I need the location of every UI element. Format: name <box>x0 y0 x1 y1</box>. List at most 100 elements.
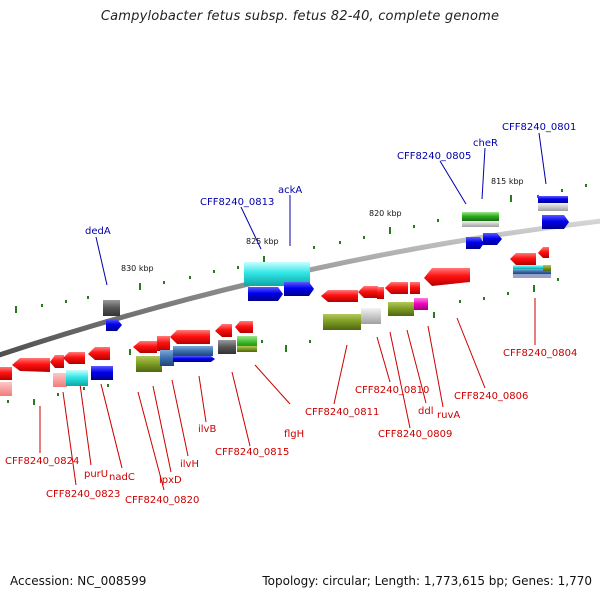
gene-arrow-forward <box>248 287 283 301</box>
gene-block <box>323 314 361 330</box>
gene-label: CFF8240_0809 <box>378 429 452 440</box>
gene-label: purU <box>84 469 108 480</box>
gene-block <box>538 203 568 211</box>
leader-line <box>198 375 207 423</box>
gene-block <box>543 265 551 271</box>
gene-block <box>91 366 113 380</box>
leader-line <box>456 317 486 389</box>
gene-arrow-reverse <box>63 352 85 364</box>
gene-block <box>218 340 236 354</box>
gene-arrow-reverse <box>170 330 210 344</box>
gene-arrow-forward <box>466 237 484 249</box>
topology-text: Topology: circular; Length: 1,773,615 bp… <box>262 574 592 588</box>
gene-block <box>53 373 67 387</box>
gene-arrow-reverse <box>0 367 12 380</box>
gene-block <box>0 382 12 396</box>
gene-arrow-reverse <box>385 282 408 294</box>
gene-arrow-forward <box>173 356 215 362</box>
kbp-label: 830 kbp <box>121 264 154 273</box>
gene-label: ruvA <box>437 410 460 421</box>
gene-label: CFF8240_0801 <box>502 122 576 133</box>
leader-line <box>376 336 391 383</box>
gene-label: CFF8240_0815 <box>215 447 289 458</box>
gene-label: CFF8240_0820 <box>125 495 199 506</box>
leader-line <box>171 379 189 457</box>
gene-arrow-reverse <box>88 347 110 360</box>
kbp-labels: 830 kbp 825 kbp 820 kbp 815 kbp <box>121 177 524 273</box>
leader-line <box>427 325 444 408</box>
gene-arrow-reverse <box>50 355 64 368</box>
kbp-label: 825 kbp <box>246 237 279 246</box>
leader-line <box>79 383 92 466</box>
leader-line <box>95 236 108 286</box>
gene-block <box>237 346 257 352</box>
gene-arrow-reverse <box>133 341 157 353</box>
top-gene-labels: dedA CFF8240_0813 ackA CFF8240_0805 cheR… <box>85 122 576 237</box>
bottom-gene-labels: CFF8240_0824 CFF8240_0823 purU nadC CFF8… <box>5 348 577 506</box>
leader-line <box>62 391 77 486</box>
gene-arrow-reverse <box>358 286 378 298</box>
leader-line <box>439 160 467 205</box>
gene-block <box>173 346 213 356</box>
leader-line <box>389 331 411 429</box>
leader-line <box>481 147 486 200</box>
leader-line <box>240 206 262 250</box>
gene-block <box>414 298 428 310</box>
kbp-label: 820 kbp <box>369 209 402 218</box>
gene-arrow-forward <box>542 215 569 229</box>
gene-label: ilvB <box>198 424 216 435</box>
gene-label: CFF8240_0823 <box>46 489 120 500</box>
gene-arrow-forward <box>284 282 314 296</box>
gene-block <box>538 196 568 203</box>
gene-block <box>513 274 551 278</box>
gene-block <box>513 265 551 269</box>
gene-label: CFF8240_0806 <box>454 391 528 402</box>
gene-label: flgH <box>284 429 304 440</box>
gene-arrow-reverse <box>424 268 470 286</box>
kbp-label: 815 kbp <box>491 177 524 186</box>
gene-label: lpxD <box>159 475 182 486</box>
bottom-leader-lines <box>39 298 536 491</box>
gene-label: CFF8240_0810 <box>355 385 429 396</box>
leader-line <box>406 329 427 404</box>
leader-line <box>231 371 251 447</box>
gene-arrow-reverse <box>215 324 232 337</box>
gene-block <box>103 300 120 316</box>
gene-arrow-reverse <box>12 358 50 372</box>
gene-label: dedA <box>85 226 111 237</box>
gene-block <box>377 287 384 299</box>
gene-label: CFF8240_0804 <box>503 348 577 359</box>
gene-arrow-reverse <box>538 247 549 258</box>
gene-arrow-reverse <box>321 290 358 302</box>
gene-block <box>66 370 88 386</box>
gene-label: CFF8240_0805 <box>397 151 471 162</box>
gene-label: CFF8240_0824 <box>5 456 79 467</box>
top-leader-lines <box>95 132 547 286</box>
gene-label: nadC <box>109 472 135 483</box>
gene-label: ddl <box>418 406 433 417</box>
gene-label: cheR <box>473 138 498 149</box>
gene-block <box>136 356 162 372</box>
gene-block <box>361 308 381 324</box>
gene-arrow-reverse <box>510 253 536 265</box>
gene-label: CFF8240_0811 <box>305 407 379 418</box>
kbp-ticks <box>7 184 587 405</box>
gene-label: ackA <box>278 185 302 196</box>
gene-label: ilvH <box>180 459 199 470</box>
leader-line <box>538 132 547 185</box>
accession-text: Accession: NC_008599 <box>10 574 147 588</box>
map-title: Campylobacter fetus subsp. fetus 82-40, … <box>100 9 500 24</box>
leader-line <box>137 391 165 491</box>
gene-block <box>388 302 414 316</box>
leader-line <box>152 385 172 473</box>
gene-arrow-forward <box>483 233 502 245</box>
gene-block <box>462 212 499 221</box>
gene-arrow-forward <box>106 319 122 331</box>
gene-block <box>157 336 170 351</box>
leader-line <box>254 364 291 405</box>
gene-label: CFF8240_0813 <box>200 197 274 208</box>
leader-line <box>333 344 348 405</box>
gene-block <box>513 269 551 274</box>
upper-strand-genes <box>103 196 569 331</box>
